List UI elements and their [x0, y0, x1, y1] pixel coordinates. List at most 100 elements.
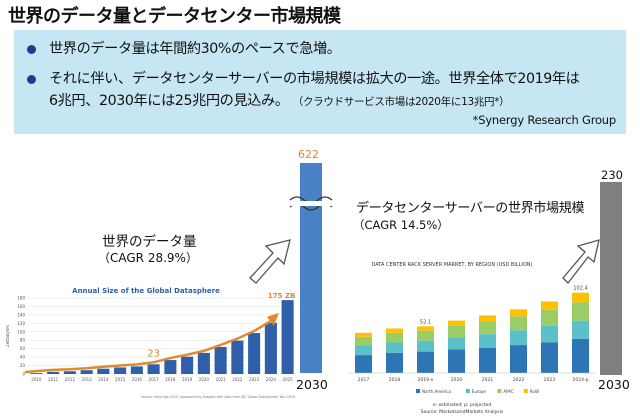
- bar: [214, 346, 227, 374]
- x-tick-label: 2020: [451, 377, 463, 383]
- bar: [248, 333, 261, 374]
- chart-title: Annual Size of the Global Datasphere: [72, 287, 220, 295]
- x-tick-label: 2017: [358, 377, 370, 383]
- bar-segment: [540, 342, 559, 373]
- x-tick-label: 2021: [216, 377, 227, 382]
- x-tick-label: 2024-p: [573, 377, 589, 383]
- bar-segment: [416, 330, 435, 341]
- bar: [231, 340, 244, 374]
- bar: [80, 370, 93, 374]
- bar-segment: [509, 309, 528, 317]
- growth-arrow-icon: [562, 239, 600, 284]
- server-2030-bar: [600, 182, 622, 375]
- growth-arrow-icon: [249, 239, 291, 284]
- x-tick-label: 2012: [65, 377, 76, 382]
- bar-segment: [354, 336, 373, 346]
- x-tick-label: 2014: [98, 377, 109, 382]
- bar-segment: [571, 320, 590, 339]
- bar: [30, 373, 43, 374]
- bar-segment: [385, 332, 404, 343]
- bar-segment: [354, 345, 373, 356]
- bullet-text: それに伴い、データセンターサーバーの市場規模は拡大の一途。世界全体で2019年は: [49, 71, 580, 87]
- chart-source: Source: MarketsandMarkets Analysis: [421, 409, 504, 415]
- x-tick-label: 2020: [199, 377, 210, 382]
- trend-arrow-head: [266, 312, 279, 326]
- chart-footnote: e: estimated; p: projected: [433, 402, 492, 408]
- bar-segment: [416, 351, 435, 373]
- bar-segment: [540, 325, 559, 343]
- summary-box: 世界のデータ量は年間約30%のペースで急増。 それに伴い、データセンターサーバー…: [14, 30, 626, 134]
- x-tick-label: 2023: [249, 377, 260, 382]
- y-tick-label: 60: [20, 346, 26, 351]
- axis-break-gap: [289, 201, 334, 206]
- source-note: *Synergy Research Group: [472, 113, 617, 127]
- datasphere-2030-value: 622: [298, 148, 319, 161]
- server-market-chart: DATA CENTER RACK SERVER MARKET, BY REGIO…: [348, 262, 596, 415]
- legend-label: Europe: [472, 389, 487, 394]
- x-tick-label: 2022: [232, 377, 243, 382]
- bar-segment: [447, 320, 466, 326]
- legend-swatch: [416, 389, 420, 393]
- bar: [114, 367, 127, 374]
- bar-segment: [509, 345, 528, 373]
- chart-source: Source: Data Age 2025, sponsored by Seag…: [141, 395, 295, 399]
- x-tick-label: 2021: [482, 377, 494, 383]
- x-tick-label: 2019: [182, 377, 193, 382]
- total-label: 102.4: [573, 286, 587, 292]
- y-axis-label: Zettabytes: [6, 325, 10, 347]
- bar: [181, 356, 194, 374]
- bar-segment: [571, 338, 590, 373]
- legend-label: RoW: [530, 389, 539, 394]
- x-tick-label: 2011: [48, 377, 59, 382]
- bar-segment: [478, 315, 497, 322]
- x-tick-label: 2019-e: [418, 377, 434, 383]
- bar-segment: [571, 302, 590, 321]
- y-tick-label: 80: [20, 338, 26, 343]
- server-2030-year: 2030: [598, 377, 630, 392]
- bar-segment: [354, 355, 373, 373]
- bar-segment: [447, 325, 466, 338]
- data-label: 175 ZB: [268, 292, 295, 300]
- y-tick-label: 180: [17, 296, 25, 301]
- bullet-text-continued: 6兆円、2030年には25兆円の見込み。 （クラウドサービス市場は2020年に1…: [49, 90, 510, 113]
- bar-segment: [385, 342, 404, 353]
- y-tick-label: 120: [17, 321, 25, 326]
- bullet-text-main: 6兆円、2030年には25兆円の見込み。: [49, 93, 289, 109]
- x-tick-label: 2017: [149, 377, 160, 382]
- bar-segment: [416, 340, 435, 352]
- datasphere-label-cagr: （CAGR 28.9%）: [98, 251, 198, 265]
- y-tick-label: 160: [17, 304, 25, 309]
- y-tick-label: 140: [17, 312, 25, 317]
- x-tick-label: 2022: [513, 377, 525, 383]
- bullet-dot-icon: [27, 75, 36, 84]
- legend-swatch: [523, 389, 528, 393]
- datasphere-label-title: 世界のデータ量: [102, 234, 197, 250]
- bar-segment: [478, 321, 497, 335]
- bullet-note: （クラウドサービス市場は2020年に13兆円*）: [292, 96, 510, 108]
- server-2030-value: 230: [601, 168, 623, 182]
- legend-swatch: [497, 389, 502, 393]
- bar-segment: [385, 328, 404, 333]
- x-tick-label: 2015: [115, 377, 126, 382]
- bar-segment: [447, 337, 466, 350]
- bar-segment: [385, 352, 404, 373]
- bar: [264, 322, 277, 374]
- y-tick-label: 100: [17, 329, 25, 334]
- bar: [164, 360, 177, 374]
- bar: [63, 371, 76, 374]
- bar: [197, 352, 210, 374]
- bar-segment: [478, 334, 497, 348]
- x-tick-label: 2025: [283, 377, 294, 382]
- bar-segment: [540, 309, 559, 326]
- y-tick-label: 40: [20, 355, 26, 360]
- bar-segment: [571, 292, 590, 303]
- x-tick-label: 2018: [165, 377, 176, 382]
- bar-segment: [416, 326, 435, 331]
- datasphere-2030-year: 2030: [296, 377, 328, 392]
- y-tick-label: 0: [22, 372, 25, 377]
- legend-label: APAC: [503, 389, 514, 394]
- x-tick-label: 2016: [132, 377, 143, 382]
- bar-segment: [509, 316, 528, 331]
- bar-segment: [478, 347, 497, 373]
